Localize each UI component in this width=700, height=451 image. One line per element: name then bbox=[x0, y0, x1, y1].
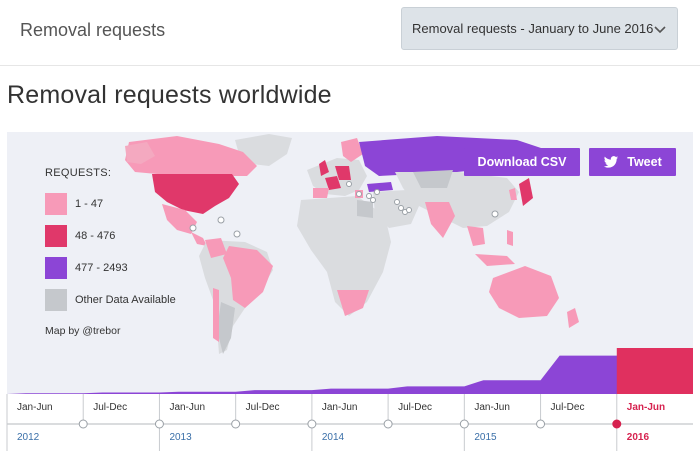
timeline-year-label[interactable]: 2013 bbox=[169, 432, 192, 443]
timeline-node bbox=[154, 419, 164, 429]
timeline-period-label[interactable]: Jan-Jun bbox=[321, 402, 358, 413]
legend-label: Other Data Available bbox=[75, 294, 176, 306]
timeline[interactable]: Jan-Jun Jul-Dec Jan-Jun Jul-Dec Jan-Jun Jul-D… bbox=[0, 394, 700, 451]
timeline-year-label[interactable]: 2016 bbox=[626, 432, 650, 443]
timeline-period-label[interactable]: Jan-Jun bbox=[626, 402, 666, 413]
legend-item: 477 - 2493 bbox=[45, 257, 176, 279]
map-region-alaska bbox=[125, 142, 155, 164]
timeline-period-label[interactable]: Jan-Jun bbox=[17, 402, 53, 413]
timeline-node-active bbox=[612, 419, 622, 429]
tweet-button[interactable]: Tweet bbox=[589, 148, 676, 176]
legend-title: REQUESTS: bbox=[45, 167, 112, 179]
map-region-mexico bbox=[162, 204, 197, 234]
legend-label: 48 - 476 bbox=[75, 230, 116, 242]
map-canvas bbox=[7, 134, 693, 394]
timeline-node bbox=[231, 419, 241, 429]
timeline-node bbox=[383, 419, 393, 429]
map-region-south-africa bbox=[337, 290, 369, 316]
page-title: Removal requests worldwide bbox=[7, 81, 332, 109]
legend-item: 48 - 476 bbox=[45, 225, 176, 247]
download-csv-button[interactable]: Download CSV bbox=[464, 148, 580, 176]
timeline-period-label[interactable]: Jul-Dec bbox=[93, 402, 128, 413]
map-region-korea bbox=[509, 188, 517, 200]
map-region-usa bbox=[152, 174, 239, 214]
map-region-new-zealand bbox=[567, 308, 579, 328]
timeline-period-label[interactable]: Jul-Dec bbox=[398, 402, 433, 413]
small-country-markers bbox=[189, 181, 499, 238]
map-region-uk bbox=[319, 160, 329, 176]
map-legend: REQUESTS: 1 - 47 48 - 476 477 - 2493 Oth… bbox=[45, 167, 176, 321]
map-region-chile bbox=[213, 288, 219, 342]
map-region-brazil bbox=[223, 246, 273, 308]
map-region-japan bbox=[519, 178, 533, 206]
trend-area bbox=[7, 348, 693, 394]
timeline-node bbox=[459, 419, 469, 429]
map-region-colombia bbox=[205, 238, 227, 258]
timeline-period-label[interactable]: Jul-Dec bbox=[245, 402, 280, 413]
map-region-greenland bbox=[235, 134, 292, 166]
map-region-argentina bbox=[217, 302, 235, 354]
header-bar: Removal requests Removal requests - Janu… bbox=[0, 0, 700, 66]
map-region-spain bbox=[313, 188, 329, 198]
period-select[interactable]: Removal requests - January to June 2016 bbox=[401, 7, 678, 50]
legend-item: 1 - 47 bbox=[45, 193, 176, 215]
map-region-central-america bbox=[191, 232, 207, 246]
map-region-scandinavia bbox=[341, 138, 363, 162]
timeline-year-label[interactable]: 2014 bbox=[321, 432, 345, 443]
timeline-node bbox=[536, 419, 546, 429]
legend-swatch bbox=[45, 257, 67, 279]
map-region-philippines bbox=[507, 230, 513, 246]
timeline-year-label[interactable]: 2012 bbox=[17, 432, 40, 443]
timeline-period-label[interactable]: Jul-Dec bbox=[550, 402, 585, 413]
map-region-middle-east bbox=[373, 190, 419, 228]
legend-label: 477 - 2493 bbox=[75, 262, 128, 274]
map-region-indonesia bbox=[475, 254, 515, 266]
map-region-egypt bbox=[357, 200, 373, 218]
period-select-value: Removal requests - January to June 2016 bbox=[412, 21, 654, 36]
timeline-period-label[interactable]: Jan-Jun bbox=[474, 402, 510, 413]
world-map: REQUESTS: 1 - 47 48 - 476 477 - 2493 Oth… bbox=[7, 132, 693, 394]
map-region-asia bbox=[395, 172, 519, 228]
section-label: Removal requests bbox=[20, 20, 166, 40]
map-region-germany bbox=[335, 166, 351, 180]
timeline-year-label[interactable]: 2015 bbox=[474, 432, 497, 443]
legend-item: Other Data Available bbox=[45, 289, 176, 311]
legend-swatch bbox=[45, 289, 67, 311]
trend-active-period bbox=[616, 348, 693, 394]
tweet-label: Tweet bbox=[627, 155, 662, 169]
map-region-africa bbox=[297, 196, 391, 316]
map-region-se-asia bbox=[467, 226, 485, 246]
map-region-kazakhstan bbox=[413, 170, 453, 188]
timeline-period-label[interactable]: Jan-Jun bbox=[169, 402, 206, 413]
legend-swatch bbox=[45, 225, 67, 247]
map-region-turkey bbox=[367, 182, 393, 192]
map-credit: Map by @trebor bbox=[45, 325, 121, 337]
map-region-india bbox=[425, 202, 455, 238]
map-region-canada bbox=[125, 136, 257, 178]
legend-label: 1 - 47 bbox=[75, 198, 104, 210]
twitter-bird-icon bbox=[604, 155, 619, 168]
map-region-france bbox=[325, 176, 341, 190]
timeline-node bbox=[307, 419, 317, 429]
chevron-down-icon bbox=[654, 26, 666, 34]
map-region-australia bbox=[489, 266, 559, 318]
timeline-node bbox=[78, 419, 88, 429]
timeline-track bbox=[6, 394, 693, 451]
legend-swatch bbox=[45, 193, 67, 215]
